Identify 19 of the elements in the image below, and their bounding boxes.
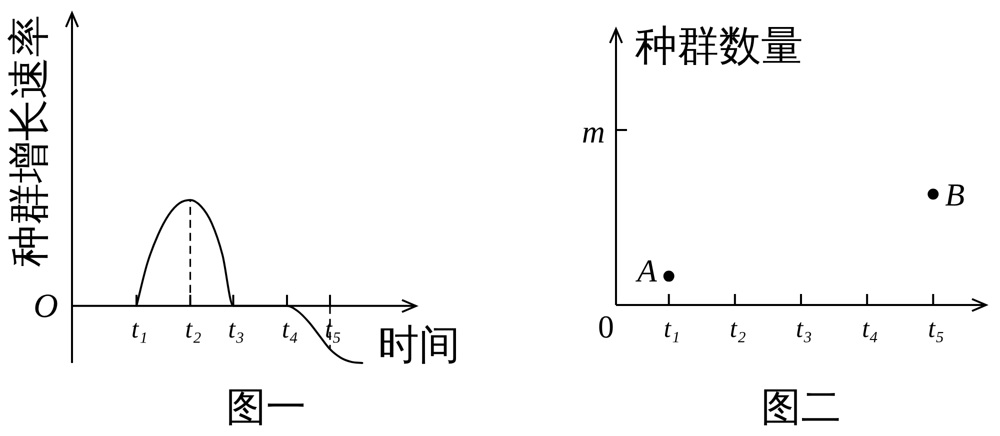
x-tick-label: t₁ xyxy=(664,314,680,343)
x-tick-label: t₃ xyxy=(228,314,244,344)
x-tick-label: t₄ xyxy=(282,314,298,344)
text: 图二 xyxy=(761,384,841,430)
x-tick-label: t₂ xyxy=(730,314,746,343)
text: 0 xyxy=(598,308,614,344)
x-tick-label: t₄ xyxy=(862,314,878,343)
x-axis-title: 时间 xyxy=(378,320,460,368)
x-tick-label: t₂ xyxy=(185,314,202,344)
annotation: A xyxy=(635,252,658,289)
x-tick-label: t₁ xyxy=(131,314,148,344)
text: O xyxy=(33,288,58,325)
text: m xyxy=(582,113,605,150)
annotation: B xyxy=(945,176,965,213)
text: 图一 xyxy=(226,384,306,430)
y-axis-title: 种群增长速率 xyxy=(4,15,53,267)
x-tick-label: t₃ xyxy=(796,314,812,343)
x-tick-label: t₅ xyxy=(928,314,944,343)
y-axis-title: 种群数量 xyxy=(635,20,803,70)
